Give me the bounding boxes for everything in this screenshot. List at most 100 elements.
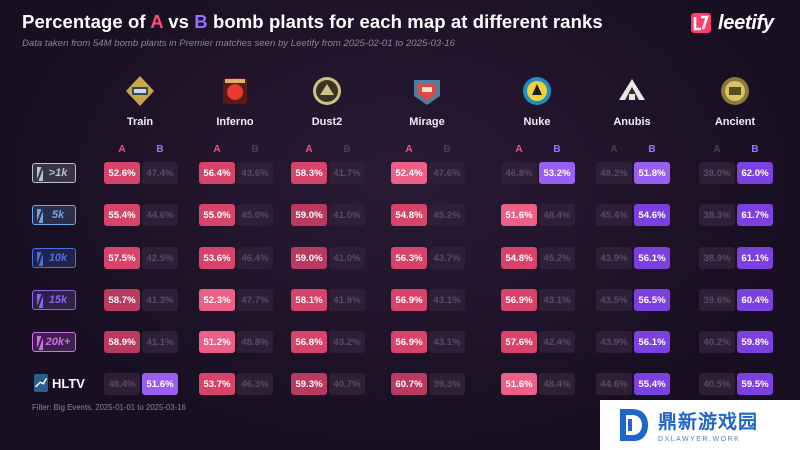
inferno-map-icon	[223, 78, 247, 104]
cell-train-a: 58.7%	[104, 289, 140, 311]
rank-label: 10k	[48, 252, 68, 264]
site-a-label: A	[515, 144, 523, 155]
cell-dust2-b: 41.0%	[329, 247, 365, 269]
cell-ancient-a: 38.0%	[699, 162, 735, 184]
cell-anubis-b: 56.1%	[634, 331, 670, 353]
cell-mirage-b: 43.1%	[429, 289, 465, 311]
cell-inferno-a: 53.6%	[199, 247, 235, 269]
cell-anubis-a: 48.2%	[596, 162, 632, 184]
cell-nuke-a: 56.9%	[501, 289, 537, 311]
cell-inferno-b: 46.4%	[237, 247, 273, 269]
cell-ancient-a: 38.3%	[699, 204, 735, 226]
cell-nuke-a: 57.6%	[501, 331, 537, 353]
cell-inferno-a: 56.4%	[199, 162, 235, 184]
rank-badge-5k: 5k	[32, 205, 76, 225]
cell-train-b: 42.5%	[142, 247, 178, 269]
cell-train-a: 57.5%	[104, 247, 140, 269]
map-name: Train	[126, 116, 154, 128]
cell-inferno-a: 55.0%	[199, 204, 235, 226]
rank-badge-hltv: HLTV	[32, 372, 85, 394]
cell-inferno-b: 46.3%	[237, 373, 273, 395]
cell-mirage-b: 43.1%	[429, 331, 465, 353]
cell-dust2-a: 58.3%	[291, 162, 327, 184]
cell-dust2-b: 41.0%	[329, 204, 365, 226]
cell-inferno-b: 47.7%	[237, 289, 273, 311]
watermark-name: 鼎新游戏园	[658, 412, 759, 433]
rank-label: 20k+	[45, 336, 71, 348]
cell-dust2-a: 58.1%	[291, 289, 327, 311]
watermark-logo-icon	[620, 409, 648, 441]
cell-mirage-b: 45.2%	[429, 204, 465, 226]
cell-ancient-b: 59.5%	[737, 373, 773, 395]
cell-mirage-a: 54.8%	[391, 204, 427, 226]
map-header-nuke: Nuke	[487, 74, 587, 128]
filter-note: Filter: Big Events, 2025-01-01 to 2025-0…	[32, 403, 186, 412]
watermark-url: DXLAWYER.WORK	[658, 436, 741, 443]
chart-subtitle: Data taken from 54M bomb plants in Premi…	[22, 38, 456, 49]
rank-stripe-icon	[37, 167, 43, 181]
cell-mirage-a: 56.3%	[391, 247, 427, 269]
rank-stripe-icon	[37, 336, 43, 350]
hltv-icon	[34, 374, 48, 392]
rank-badge-15k: 15k	[32, 290, 76, 310]
cell-nuke-b: 48.4%	[539, 204, 575, 226]
site-b-label: B	[251, 144, 259, 155]
map-header-dust2: Dust2	[277, 74, 377, 128]
cell-nuke-b: 45.2%	[539, 247, 575, 269]
cell-mirage-b: 39.3%	[429, 373, 465, 395]
cell-ancient-b: 62.0%	[737, 162, 773, 184]
cell-mirage-a: 60.7%	[391, 373, 427, 395]
map-name: Dust2	[311, 116, 343, 128]
cell-nuke-a: 51.6%	[501, 204, 537, 226]
watermark: 鼎新游戏园 DXLAWYER.WORK	[600, 400, 800, 450]
site-a-label: A	[118, 144, 126, 155]
site-a-label: A	[713, 144, 721, 155]
cell-anubis-a: 45.4%	[596, 204, 632, 226]
map-name: Mirage	[409, 116, 445, 128]
cell-ancient-b: 61.1%	[737, 247, 773, 269]
rank-badge-10k: 10k	[32, 248, 76, 268]
cell-dust2-a: 59.0%	[291, 204, 327, 226]
cell-ancient-a: 40.5%	[699, 373, 735, 395]
rank-label: HLTV	[52, 375, 85, 391]
leetify-logo: leetify	[690, 11, 774, 35]
cell-mirage-a: 56.9%	[391, 331, 427, 353]
site-a-label: A	[610, 144, 618, 155]
cell-nuke-a: 54.8%	[501, 247, 537, 269]
cell-dust2-b: 41.9%	[329, 289, 365, 311]
map-name: Nuke	[523, 116, 551, 128]
cell-ancient-a: 38.9%	[699, 247, 735, 269]
site-b-label: B	[553, 144, 561, 155]
cell-train-a: 48.4%	[104, 373, 140, 395]
cell-train-b: 51.6%	[142, 373, 178, 395]
cell-dust2-b: 41.7%	[329, 162, 365, 184]
cell-ancient-a: 39.6%	[699, 289, 735, 311]
cell-train-b: 41.1%	[142, 331, 178, 353]
cell-train-b: 41.3%	[142, 289, 178, 311]
ancient-map-icon	[721, 77, 749, 105]
map-name: Ancient	[714, 116, 756, 128]
cell-train-a: 58.9%	[104, 331, 140, 353]
cell-dust2-a: 59.0%	[291, 247, 327, 269]
rank-badge-1k: >1k	[32, 163, 76, 183]
leetify-logo-icon	[691, 13, 711, 33]
cell-train-a: 52.6%	[104, 162, 140, 184]
cell-nuke-b: 48.4%	[539, 373, 575, 395]
site-b-label: B	[156, 144, 164, 155]
cell-inferno-b: 48.8%	[237, 331, 273, 353]
cell-dust2-b: 43.2%	[329, 331, 365, 353]
map-header-ancient: Ancient	[685, 74, 785, 128]
map-header-train: Train	[90, 74, 190, 128]
cell-ancient-a: 40.2%	[699, 331, 735, 353]
site-b-label: B	[648, 144, 656, 155]
rank-badge-20k: 20k+	[32, 332, 76, 352]
site-a-label: A	[405, 144, 413, 155]
cell-anubis-a: 43.9%	[596, 247, 632, 269]
cell-anubis-b: 54.6%	[634, 204, 670, 226]
rank-label: 15k	[48, 294, 68, 306]
cell-mirage-b: 47.6%	[429, 162, 465, 184]
cell-dust2-a: 59.3%	[291, 373, 327, 395]
site-a-label: A	[213, 144, 221, 155]
cell-nuke-b: 42.4%	[539, 331, 575, 353]
chart-title: Percentage of A vs B bomb plants for eac…	[22, 11, 603, 32]
